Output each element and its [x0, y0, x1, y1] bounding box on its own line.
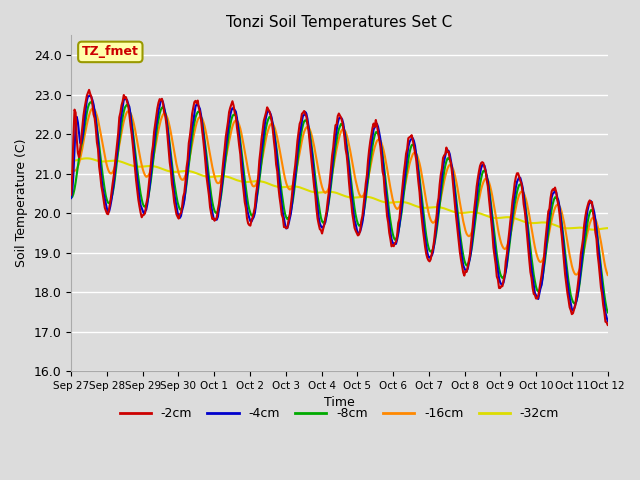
X-axis label: Time: Time — [324, 396, 355, 409]
Title: Tonzi Soil Temperatures Set C: Tonzi Soil Temperatures Set C — [227, 15, 452, 30]
Text: TZ_fmet: TZ_fmet — [82, 46, 139, 59]
Legend: -2cm, -4cm, -8cm, -16cm, -32cm: -2cm, -4cm, -8cm, -16cm, -32cm — [115, 402, 564, 425]
Y-axis label: Soil Temperature (C): Soil Temperature (C) — [15, 139, 28, 267]
